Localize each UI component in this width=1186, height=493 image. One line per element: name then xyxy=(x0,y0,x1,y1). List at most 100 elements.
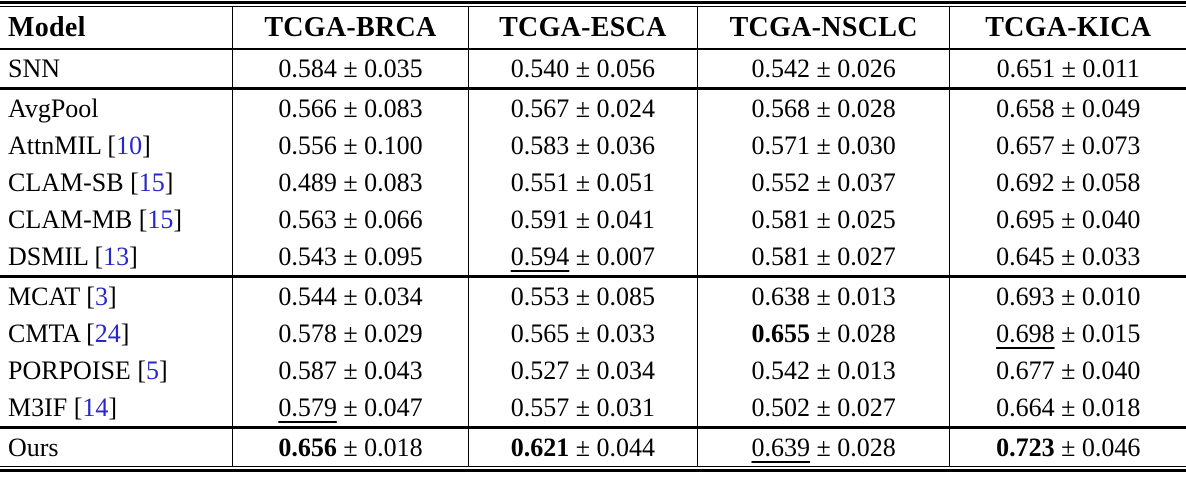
citation-number[interactable]: 13 xyxy=(103,241,130,271)
std-value: 0.028 xyxy=(837,432,896,462)
result-cell: 0.489 ± 0.083 xyxy=(231,164,469,201)
mean-value: 0.645 xyxy=(996,241,1055,271)
citation-number[interactable]: 3 xyxy=(94,281,108,311)
top-rule-thick xyxy=(0,1,1186,4)
result-cell: 0.557 ± 0.031 xyxy=(467,389,698,428)
citation-number[interactable]: 15 xyxy=(147,204,174,234)
std-value: 0.035 xyxy=(364,53,423,83)
citation-link[interactable]: [14] xyxy=(73,392,118,422)
citation-number[interactable]: 5 xyxy=(146,355,159,385)
bottom-rule-thick xyxy=(0,469,1186,472)
result-cell: 0.677 ± 0.040 xyxy=(949,352,1186,389)
std-value: 0.025 xyxy=(837,204,896,234)
column-header-model: Model xyxy=(0,7,233,50)
model-name-cell: CMTA [24] xyxy=(0,315,232,352)
model-name: PORPOISE xyxy=(8,355,131,385)
result-cell: 0.651 ± 0.011 xyxy=(949,49,1186,89)
mean-value: 0.566 xyxy=(278,93,337,123)
citation-link[interactable]: [3] xyxy=(86,281,117,311)
model-name-cell: DSMIL [13] xyxy=(0,238,232,277)
mean-value: 0.581 xyxy=(751,241,811,271)
std-value: 0.085 xyxy=(596,281,656,311)
model-name-cell: AttnMIL [10] xyxy=(0,127,232,164)
std-value: 0.043 xyxy=(364,355,423,385)
mean-value: 0.655 xyxy=(751,318,811,348)
std-value: 0.051 xyxy=(596,167,656,197)
std-value: 0.083 xyxy=(364,93,423,123)
table-row: DSMIL [13] 0.543 ± 0.095 0.594 ± 0.007 0.58… xyxy=(0,238,1186,277)
result-cell: 0.540 ± 0.056 xyxy=(467,49,698,89)
result-cell: 0.587 ± 0.043 xyxy=(231,352,469,389)
std-value: 0.033 xyxy=(596,318,656,348)
std-value: 0.073 xyxy=(1081,130,1141,160)
std-value: 0.033 xyxy=(1081,241,1141,271)
result-cell: 0.584 ± 0.035 xyxy=(231,49,469,89)
citation-link[interactable]: [10] xyxy=(107,130,151,160)
std-value: 0.026 xyxy=(837,53,896,83)
column-header-dataset: TCGA-ESCA xyxy=(467,7,698,50)
mean-value: 0.695 xyxy=(996,204,1055,234)
std-value: 0.031 xyxy=(596,392,656,422)
table-row: PORPOISE [5] 0.587 ± 0.043 0.527 ± 0.034 0.… xyxy=(0,352,1186,389)
mean-value: 0.664 xyxy=(996,392,1055,422)
results-table: Model TCGA-BRCA TCGA-ESCA TCGA-NSCLC TCGA-KI… xyxy=(0,7,1186,466)
result-cell: 0.658 ± 0.049 xyxy=(949,88,1186,127)
column-header-dataset: TCGA-NSCLC xyxy=(696,7,950,50)
header-row: Model TCGA-BRCA TCGA-ESCA TCGA-NSCLC TCGA-KI… xyxy=(0,7,1186,50)
model-name: M3IF xyxy=(8,392,68,422)
result-cell: 0.552 ± 0.037 xyxy=(696,164,950,201)
citation-number[interactable]: 14 xyxy=(82,392,109,422)
std-value: 0.011 xyxy=(1082,53,1140,83)
std-value: 0.027 xyxy=(837,241,896,271)
mean-value: 0.527 xyxy=(510,355,570,385)
std-value: 0.013 xyxy=(837,281,896,311)
citation-link[interactable]: [15] xyxy=(130,167,174,197)
model-name-cell: CLAM-SB [15] xyxy=(0,164,232,201)
result-cell: 0.542 ± 0.013 xyxy=(696,352,950,389)
std-value: 0.095 xyxy=(364,241,423,271)
mean-value: 0.542 xyxy=(751,53,811,83)
std-value: 0.056 xyxy=(596,53,656,83)
mean-value: 0.638 xyxy=(751,281,811,311)
mean-value: 0.556 xyxy=(278,130,337,160)
std-value: 0.037 xyxy=(837,167,896,197)
result-cell: 0.567 ± 0.024 xyxy=(467,88,698,127)
table-row: Ours 0.656 ± 0.018 0.621 ± 0.044 0.639 ± 0.… xyxy=(0,427,1186,466)
citation-link[interactable]: [5] xyxy=(137,355,168,385)
result-cell: 0.657 ± 0.073 xyxy=(949,127,1186,164)
std-value: 0.034 xyxy=(596,355,656,385)
citation-number[interactable]: 10 xyxy=(116,130,143,160)
result-cell: 0.502 ± 0.027 xyxy=(696,389,950,428)
mean-value: 0.568 xyxy=(751,93,811,123)
result-cell: 0.591 ± 0.041 xyxy=(467,201,698,238)
mean-value: 0.563 xyxy=(278,204,337,234)
mean-value: 0.489 xyxy=(278,167,337,197)
result-cell: 0.565 ± 0.033 xyxy=(467,315,698,352)
std-value: 0.029 xyxy=(364,318,423,348)
mean-value: 0.543 xyxy=(278,241,337,271)
model-name-cell: M3IF [14] xyxy=(0,389,232,428)
citation-number[interactable]: 15 xyxy=(138,167,165,197)
std-value: 0.034 xyxy=(364,281,423,311)
result-cell: 0.566 ± 0.083 xyxy=(231,88,469,127)
std-value: 0.047 xyxy=(364,392,423,422)
std-value: 0.083 xyxy=(364,167,423,197)
mean-value: 0.677 xyxy=(996,355,1055,385)
mean-value: 0.579 xyxy=(278,392,337,422)
result-cell: 0.692 ± 0.058 xyxy=(949,164,1186,201)
std-value: 0.041 xyxy=(596,204,656,234)
mean-value: 0.578 xyxy=(278,318,337,348)
model-name-cell: PORPOISE [5] xyxy=(0,352,232,389)
std-value: 0.007 xyxy=(596,241,656,271)
result-cell: 0.583 ± 0.036 xyxy=(467,127,698,164)
model-name: CLAM-MB xyxy=(8,204,133,234)
result-cell: 0.639 ± 0.028 xyxy=(696,427,950,466)
citation-number[interactable]: 24 xyxy=(94,318,121,348)
model-name: DSMIL xyxy=(8,241,88,271)
citation-link[interactable]: [24] xyxy=(86,318,130,348)
mean-value: 0.587 xyxy=(278,355,337,385)
citation-link[interactable]: [15] xyxy=(138,204,183,234)
result-cell: 0.594 ± 0.007 xyxy=(467,238,698,277)
citation-link[interactable]: [13] xyxy=(94,241,138,271)
mean-value: 0.639 xyxy=(751,432,811,462)
